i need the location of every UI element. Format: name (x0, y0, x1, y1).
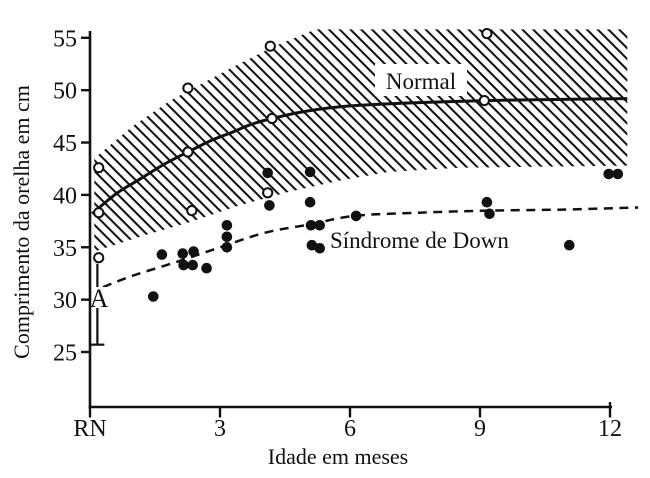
point-a-label: A (90, 284, 109, 313)
normal-data-point (93, 207, 105, 219)
normal-range-band (94, 29, 628, 252)
down-data-point (178, 259, 189, 271)
down-data-point (221, 220, 233, 231)
y-axis-title: Comprimento da orelha em cm (9, 85, 34, 359)
down-data-point (156, 249, 168, 260)
normal-data-point (182, 82, 194, 94)
down-data-point (484, 208, 495, 220)
down-data-point (262, 167, 274, 179)
down-data-point (481, 196, 493, 208)
down-data-point (350, 210, 362, 222)
normal-range-band-layer (94, 29, 628, 252)
normal-data-point (93, 252, 105, 264)
x-tick-label: 3 (214, 416, 226, 442)
down-data-point (305, 220, 317, 231)
y-tick-label: 50 (53, 79, 77, 105)
normal-data-point (182, 146, 194, 158)
down-data-point (304, 166, 316, 178)
x-tick-label: 12 (598, 416, 622, 442)
y-tick-label: 25 (53, 341, 77, 367)
x-axis-title: Idade em meses (268, 444, 409, 469)
normal-data-point (481, 27, 493, 40)
down-data-point (603, 168, 614, 180)
axes-layer: 25 30 35 40 45 50 55 RN 3 6 9 12 (53, 26, 622, 442)
a-label-knockout (89, 287, 108, 308)
normal-mean-curve (91, 97, 628, 215)
down-data-point (221, 242, 233, 253)
data-points-layer (90, 27, 624, 346)
y-tick-label: 30 (53, 288, 77, 314)
down-curve-label: Síndrome de Down (330, 228, 509, 253)
normal-data-point (478, 95, 490, 107)
y-tick-label: 45 (53, 131, 77, 157)
normal-data-point (93, 162, 105, 174)
x-tick-label: RN (73, 416, 106, 442)
down-data-point (314, 243, 326, 254)
down-data-point (148, 291, 159, 302)
y-tick-label: 40 (53, 183, 77, 209)
down-data-point (264, 200, 275, 211)
normal-data-point (264, 40, 276, 52)
y-tick-label: 55 (53, 26, 77, 52)
x-tick-label: 6 (344, 416, 356, 442)
down-data-point (188, 246, 199, 257)
x-tick-label: 9 (474, 416, 486, 442)
normal-data-point (266, 112, 278, 125)
y-tick-label: 35 (53, 236, 77, 262)
down-data-point (177, 248, 188, 259)
down-data-point (304, 196, 316, 208)
down-data-point (564, 239, 575, 251)
down-data-point (612, 168, 624, 180)
normal-data-point (186, 205, 198, 217)
normal-label-knockout (375, 64, 467, 96)
down-data-point (314, 220, 326, 231)
normal-curve-label: Normal (386, 69, 456, 94)
labels-layer: Normal Síndrome de Down A Idade em meses… (9, 64, 509, 469)
down-data-point (221, 231, 233, 243)
normal-data-point (262, 187, 274, 199)
down-data-point (201, 262, 212, 274)
down-data-point (187, 259, 198, 271)
